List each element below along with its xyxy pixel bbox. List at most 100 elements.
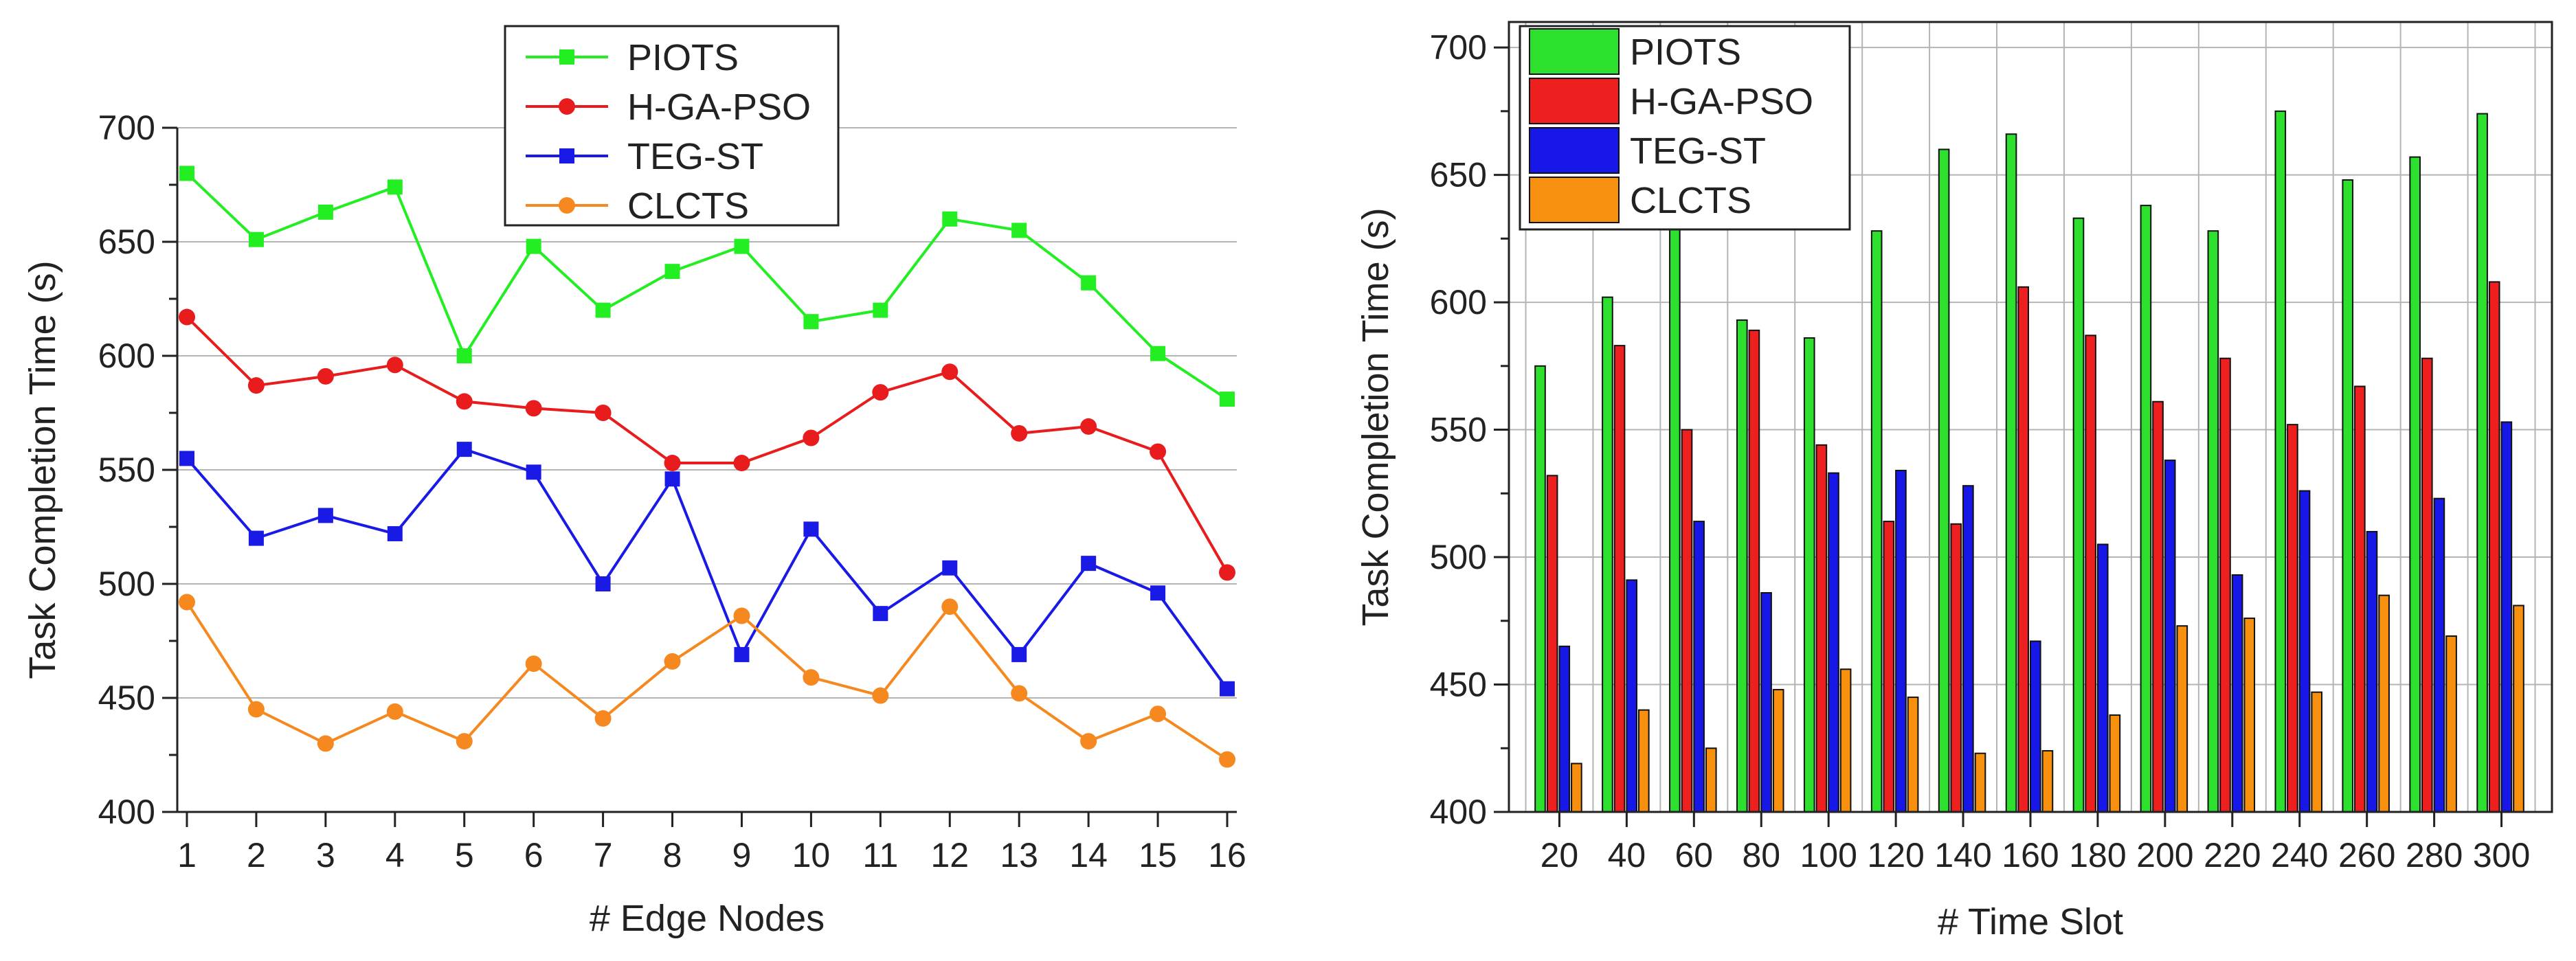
data-point (387, 179, 403, 195)
bar (2342, 179, 2354, 813)
bar (2231, 574, 2243, 813)
x-tick-label: 7 (594, 836, 613, 874)
data-point (1081, 556, 1097, 572)
bar (2109, 714, 2121, 813)
data-point (1011, 223, 1027, 238)
bar (2476, 113, 2488, 813)
bar (2096, 543, 2109, 813)
x-tick-label: 80 (1742, 836, 1780, 874)
legend-swatch (1529, 28, 1620, 75)
series-line (186, 172, 1229, 400)
data-point (1150, 443, 1167, 460)
y-tick-label: 650 (98, 223, 155, 261)
bar (1907, 697, 1919, 813)
y-tick-label: 450 (1430, 666, 1487, 704)
data-point (1080, 418, 1097, 435)
bar (2041, 749, 2054, 813)
x-axis-label: # Time Slot (1938, 901, 2123, 942)
data-point (456, 393, 473, 410)
data-point (456, 733, 473, 750)
bar (1895, 469, 1907, 813)
series-line (186, 447, 1229, 690)
data-point (525, 655, 542, 672)
bar (2298, 490, 2311, 813)
bar (1705, 747, 1717, 813)
data-point (733, 607, 750, 624)
legend-swatch (1529, 127, 1620, 174)
y-tick-label: 500 (98, 565, 155, 603)
bar (1803, 337, 1815, 813)
data-point (803, 429, 820, 446)
bar (2409, 156, 2421, 813)
bar (2311, 691, 2322, 813)
bar (2219, 357, 2231, 813)
data-point (664, 264, 680, 280)
data-point (1219, 751, 1235, 768)
data-point (872, 687, 889, 704)
bar (2152, 400, 2164, 813)
data-point (386, 357, 403, 374)
y-axis-label: Task Completion Time (s) (22, 260, 63, 679)
bar (2005, 133, 2017, 813)
x-tick-label: 100 (1800, 836, 1857, 874)
bar (1613, 345, 1626, 813)
x-tick-label: 1 (177, 836, 197, 874)
x-tick-label: 4 (385, 836, 405, 874)
x-tick-label: 300 (2473, 836, 2530, 874)
data-point (456, 348, 472, 363)
legend-label: H-GA-PSO (627, 87, 811, 128)
bar (1602, 296, 1613, 813)
x-tick-label: 120 (1867, 836, 1924, 874)
bar (1938, 148, 1950, 813)
y-tick-label: 400 (98, 793, 155, 831)
x-tick-label: 40 (1608, 836, 1646, 874)
data-point (733, 455, 750, 472)
bar (1772, 688, 1784, 813)
bar (1828, 472, 1839, 813)
bar (2445, 635, 2457, 813)
data-point (525, 400, 542, 417)
bar (1638, 709, 1650, 813)
data-point (526, 238, 541, 254)
data-point (734, 238, 750, 254)
data-point (734, 646, 750, 662)
bar (1736, 319, 1748, 813)
data-point (386, 703, 403, 720)
data-point (595, 302, 611, 318)
legend-label: PIOTS (627, 37, 739, 78)
data-point (1150, 585, 1166, 601)
x-tick-label: 13 (1000, 836, 1038, 874)
x-tick-label: 260 (2338, 836, 2395, 874)
bar (2017, 286, 2029, 813)
bar (2207, 230, 2219, 813)
x-tick-label: 14 (1069, 836, 1108, 874)
bar (2500, 421, 2513, 813)
bar (1748, 329, 1760, 813)
bar (2354, 385, 2366, 813)
data-point (179, 308, 195, 326)
bar (1558, 645, 1571, 813)
bar (2072, 217, 2085, 813)
bar (1571, 762, 1582, 813)
legend-label: TEG-ST (1630, 131, 1766, 172)
x-tick-label: 16 (1208, 836, 1246, 874)
data-point (526, 464, 541, 480)
y-tick-label: 500 (1430, 538, 1487, 576)
bar (2378, 594, 2390, 813)
bar (2085, 335, 2096, 813)
data-point (248, 530, 264, 546)
y-tick-label: 650 (1430, 156, 1487, 194)
data-point (247, 377, 265, 394)
bar (2243, 618, 2256, 813)
bar (1693, 521, 1705, 813)
legend-marker (559, 148, 574, 163)
data-point (1080, 733, 1097, 750)
x-tick-label: 8 (663, 836, 682, 874)
data-point (1081, 275, 1097, 291)
bar (1546, 475, 1558, 813)
x-tick-label: 6 (524, 836, 544, 874)
data-point (942, 211, 958, 227)
y-tick-label: 450 (98, 679, 155, 717)
